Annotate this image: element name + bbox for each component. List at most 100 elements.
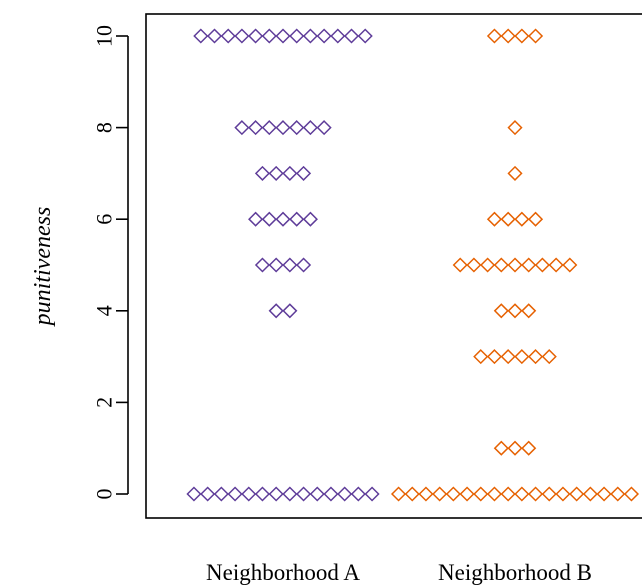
data-point [500,28,516,44]
data-point [186,486,202,502]
y-axis-title: punitiveness [30,207,56,328]
data-point [500,211,516,227]
data-point [364,486,380,502]
data-point [452,257,468,273]
data-point [521,303,537,319]
data-point [275,120,291,136]
data-point [282,257,298,273]
data-point [514,486,530,502]
data-point [507,165,523,181]
data-point [206,28,223,44]
y-tick-label: 2 [92,397,117,408]
data-point [254,257,271,273]
y-tick-label: 6 [92,214,117,225]
data-point [527,28,544,44]
data-point [220,28,236,44]
data-point [555,486,571,502]
y-axis: 0 2 4 6 8 10 [92,25,129,500]
y-tick-label: 4 [92,305,117,316]
data-point [248,28,264,44]
data-point [337,486,353,502]
x-axis-categories: Neighborhood A Neighborhood B [206,560,592,585]
data-point [241,486,257,502]
data-point [323,486,339,502]
data-point [282,165,298,181]
data-point [527,211,544,227]
data-point [275,211,291,227]
data-point [493,440,509,456]
data-point [541,349,557,365]
data-point [254,165,271,181]
data-point [282,486,298,502]
data-point [227,486,243,502]
data-point [295,486,312,502]
data-point [404,486,420,502]
data-point [275,28,291,44]
data-point [357,28,373,44]
data-point [418,486,434,502]
y-tick-label: 8 [92,122,117,133]
data-point [507,120,523,136]
data-point [486,28,503,44]
data-point [200,486,216,502]
data-point [500,349,516,365]
data-point [480,257,496,273]
category-label: Neighborhood A [206,560,360,585]
data-point [193,28,209,44]
data-point [234,120,250,136]
data-point [289,28,305,44]
y-tick-label: 0 [92,489,117,500]
data-point [582,486,598,502]
data-point [486,211,503,227]
data-point [541,486,557,502]
data-point [282,303,298,319]
data-point [493,303,509,319]
data-point [514,28,530,44]
data-point [473,349,489,365]
data-point [248,120,264,136]
data-points [186,28,640,502]
data-point [521,257,537,273]
data-point [295,165,312,181]
data-point [466,257,482,273]
data-point [302,28,318,44]
data-point [548,257,564,273]
data-point [261,28,277,44]
data-point [534,257,550,273]
data-point [254,486,271,502]
data-point [610,486,626,502]
data-point [302,120,318,136]
data-point [302,211,318,227]
data-point [432,486,448,502]
data-point [289,211,305,227]
data-point [213,486,229,502]
data-point [507,303,523,319]
data-point [514,211,530,227]
data-point [500,486,516,502]
data-point [486,486,503,502]
data-point [268,165,284,181]
data-point [268,303,284,319]
data-point [350,486,366,502]
data-point [261,211,277,227]
data-point [493,257,509,273]
data-point [316,28,332,44]
data-point [507,257,523,273]
data-point [514,349,530,365]
data-point [261,120,277,136]
data-point [248,211,264,227]
data-point [596,486,612,502]
data-point [445,486,461,502]
data-point [268,257,284,273]
data-point [623,486,640,502]
data-point [569,486,585,502]
data-point [309,486,325,502]
data-point [562,257,578,273]
data-point [234,28,250,44]
data-point [316,120,332,136]
data-point [527,349,544,365]
data-point [486,349,503,365]
data-point [295,257,312,273]
data-point [330,28,346,44]
